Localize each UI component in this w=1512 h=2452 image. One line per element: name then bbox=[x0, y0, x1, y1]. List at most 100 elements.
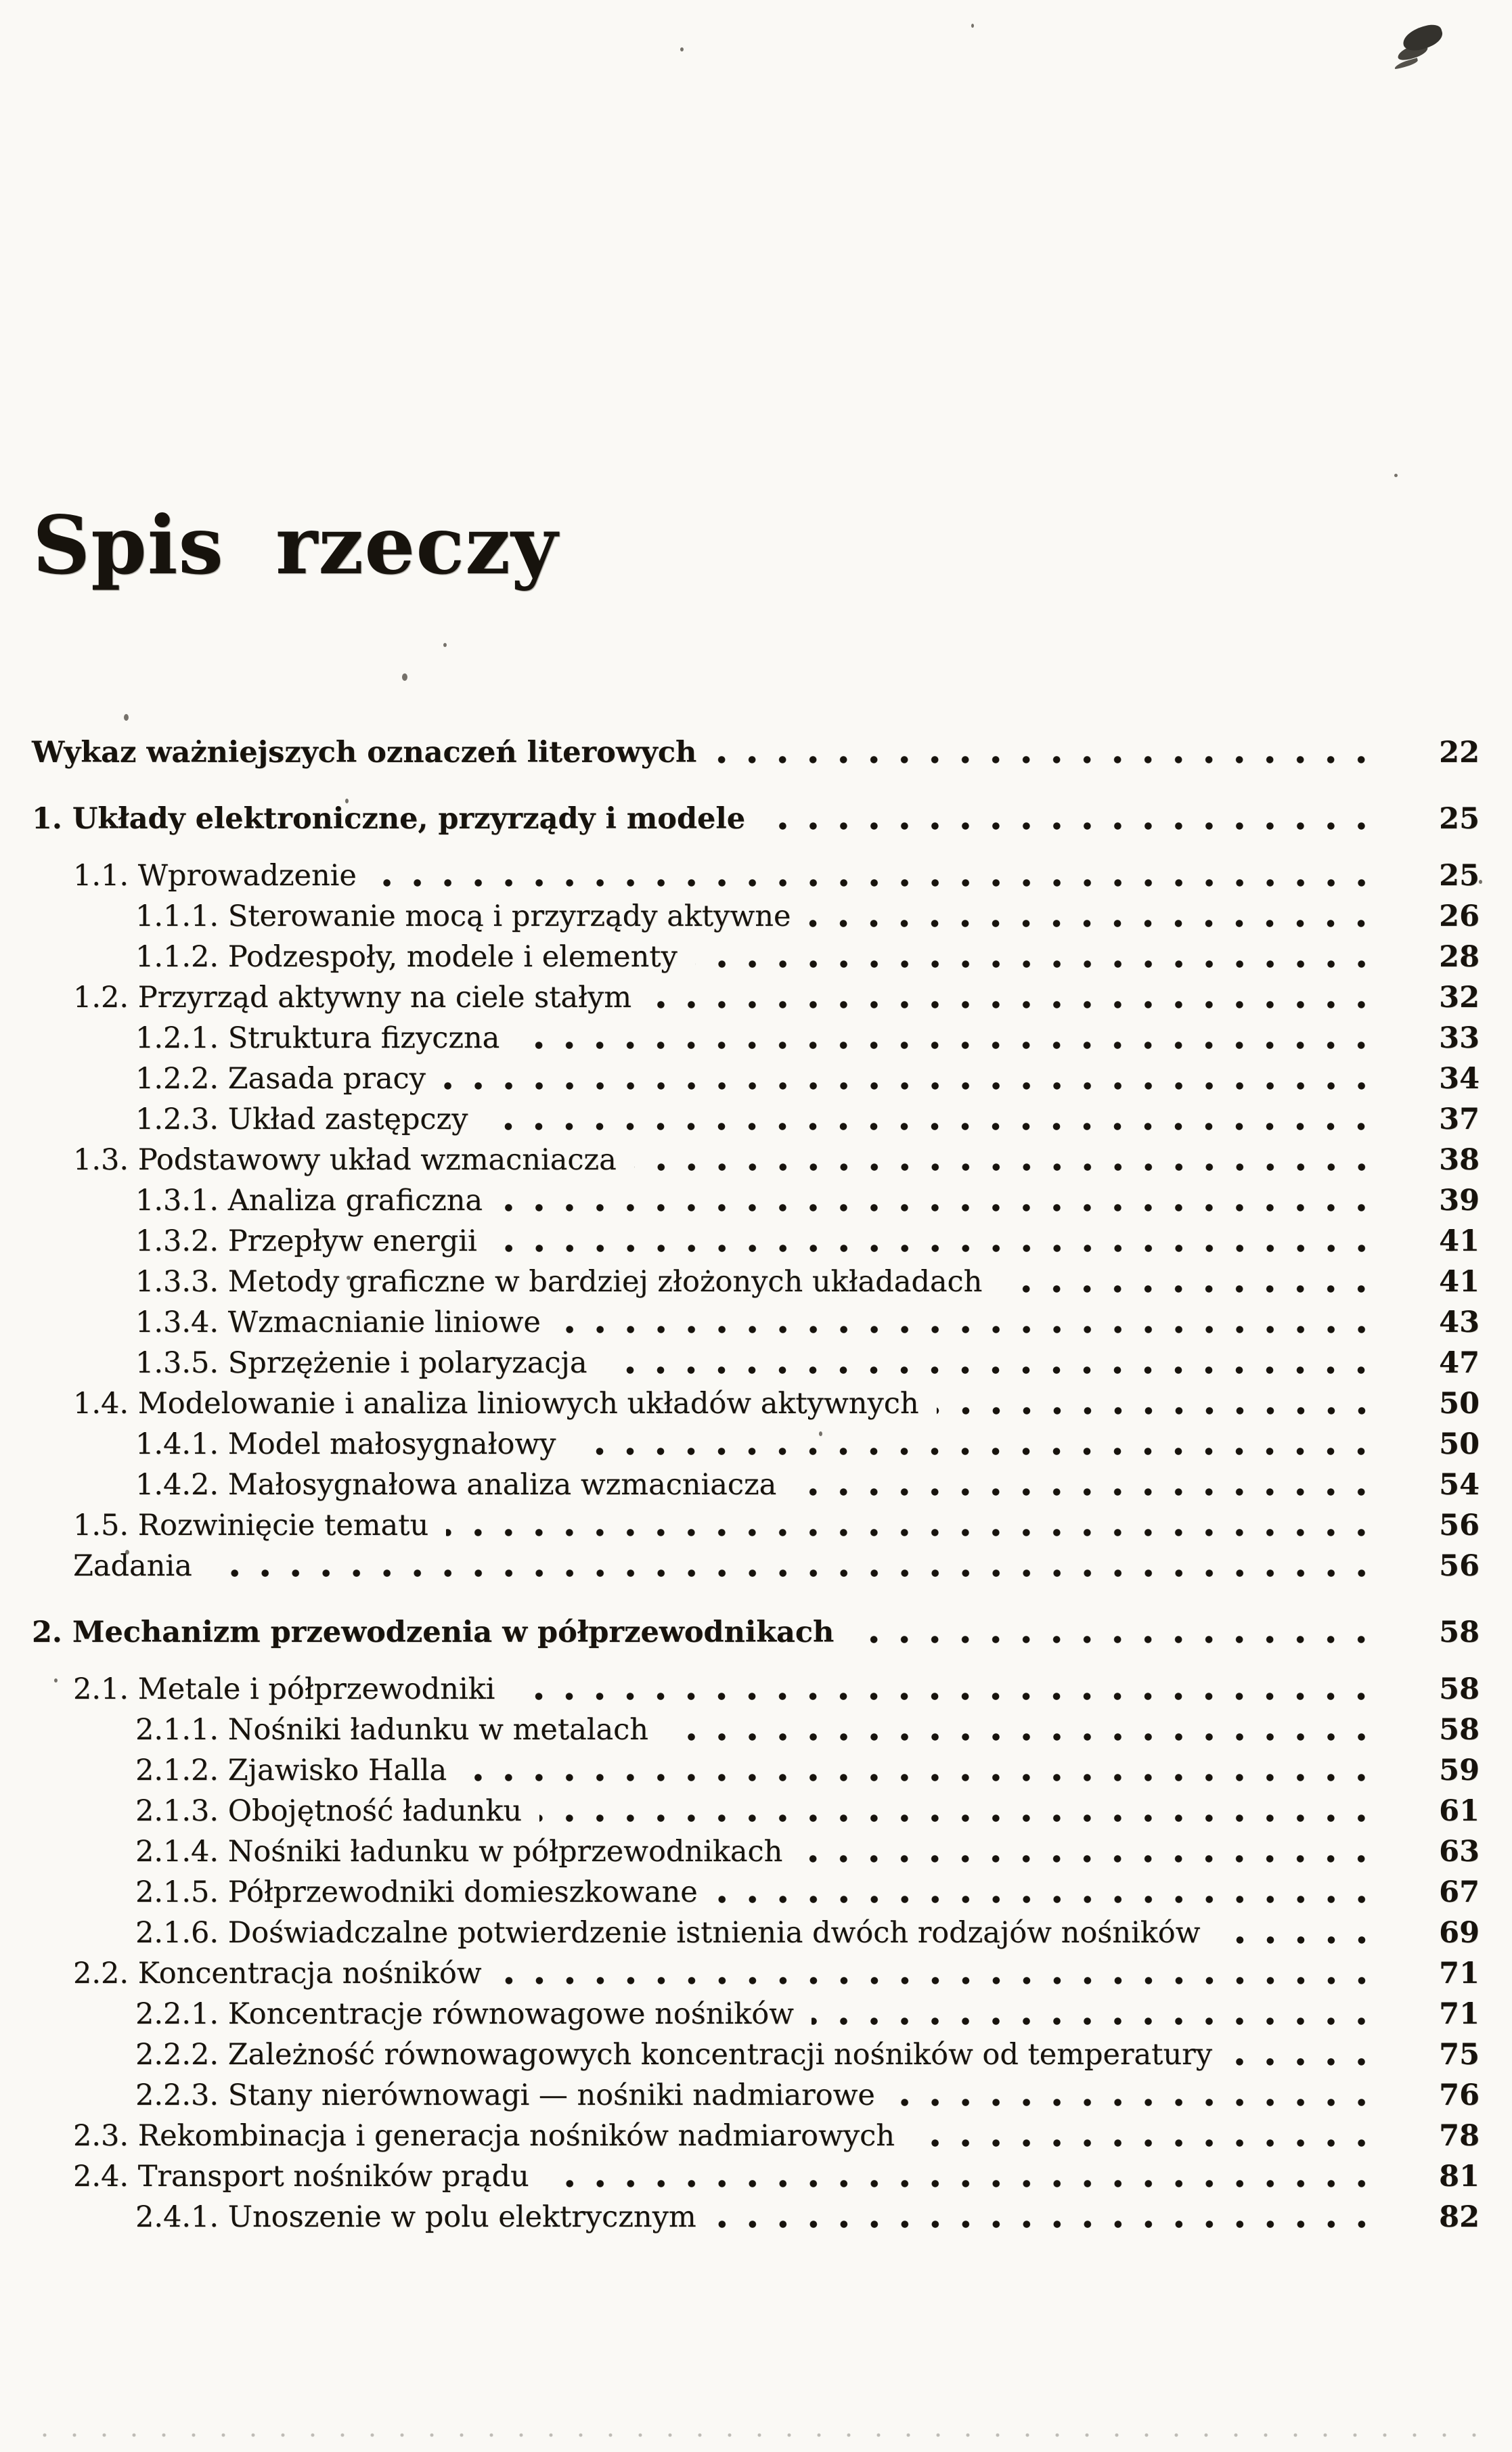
toc-entry-label: 2.4.1. Unoszenie w polu elektrycznym bbox=[135, 2200, 696, 2234]
toc-entry-label: 1.1.2. Podzespoły, modele i elementy bbox=[135, 940, 677, 974]
toc-entry: Wykaz ważniejszych oznaczeń literowych 2… bbox=[0, 732, 1480, 773]
toc-entry-label: 1.3.4. Wzmacnianie liniowe bbox=[135, 1306, 541, 1339]
dot-leader bbox=[763, 822, 1377, 830]
toc-entry-label: 2.4. Transport nośników prądu bbox=[73, 2160, 529, 2193]
toc-entry-page: 75 bbox=[1439, 2038, 1480, 2072]
toc-entry-label: 1.3.3. Metody graficzne w bardziej złożo… bbox=[135, 1265, 983, 1299]
toc-entry: Zadania 56 bbox=[0, 1546, 1480, 1586]
scan-speck bbox=[443, 643, 447, 647]
toc-entry-page: 32 bbox=[1439, 981, 1480, 1015]
dot-leader bbox=[808, 920, 1377, 927]
toc-entry-page: 25 bbox=[1439, 802, 1480, 836]
toc-entry-page: 76 bbox=[1439, 2078, 1480, 2112]
toc-entry: 1.3.4. Wzmacnianie liniowe 43 bbox=[0, 1302, 1480, 1343]
dot-leader bbox=[694, 960, 1377, 968]
toc-entry: 2.1.1. Nośniki ładunku w metalach 58 bbox=[0, 1710, 1480, 1750]
toc-entry: 2. Mechanizm przewodzenia w półprzewodni… bbox=[0, 1612, 1480, 1653]
dot-leader bbox=[892, 2099, 1377, 2106]
toc-entry-label: 2.1.1. Nośniki ładunku w metalach bbox=[135, 1713, 648, 1747]
toc-entry: 1.4.2. Małosygnałowa analiza wzmacniacza… bbox=[0, 1465, 1480, 1505]
toc-entry-page: 33 bbox=[1439, 1021, 1480, 1055]
scan-speck bbox=[345, 799, 349, 803]
dot-leader bbox=[811, 2018, 1377, 2025]
toc-entry-label: 2.1. Metale i półprzewodniki bbox=[73, 1672, 495, 1706]
toc-entry-page: 61 bbox=[1439, 1794, 1480, 1828]
toc-entry-label: 1.4.1. Model małosygnałowy bbox=[135, 1427, 556, 1461]
dot-leader bbox=[633, 1163, 1377, 1171]
dot-leader bbox=[713, 2221, 1377, 2228]
toc-entry-label: 2.2. Koncentracja nośników bbox=[73, 1957, 482, 1990]
dot-leader bbox=[512, 1693, 1377, 1700]
toc-entry: 1. Układy elektroniczne, przyrządy i mod… bbox=[0, 799, 1480, 839]
toc-entry-label: 2.1.4. Nośniki ładunku w półprzewodnikac… bbox=[135, 1835, 783, 1869]
toc-entry-page: 69 bbox=[1439, 1916, 1480, 1950]
scan-speck bbox=[971, 24, 974, 28]
dot-leader bbox=[715, 1896, 1377, 1903]
toc-entry-page: 63 bbox=[1439, 1835, 1480, 1869]
dot-leader bbox=[665, 1733, 1377, 1741]
dot-leader bbox=[1230, 2058, 1377, 2066]
toc-entry-page: 37 bbox=[1439, 1102, 1480, 1136]
toc-entry-page: 26 bbox=[1439, 899, 1480, 933]
toc-entry-label: 2.3. Rekombinacja i generacja nośników n… bbox=[73, 2119, 895, 2153]
scan-speck bbox=[402, 673, 407, 681]
scan-speck bbox=[1394, 474, 1398, 477]
dot-leader bbox=[464, 1774, 1377, 1781]
toc-entry-label: 2.2.3. Stany nierównowagi — nośniki nadm… bbox=[135, 2078, 875, 2112]
toc-entry-page: 58 bbox=[1439, 1672, 1480, 1706]
toc-entry: 1.1.2. Podzespoły, modele i elementy 28 bbox=[0, 937, 1480, 977]
scan-speck bbox=[54, 1678, 58, 1682]
toc-entry-label: 2.1.2. Zjawisko Halla bbox=[135, 1754, 447, 1787]
toc-entry: 2.2.1. Koncentracje równowagowe nośników… bbox=[0, 1994, 1480, 2034]
toc-entry: 1.3.5. Sprzężenie i polaryzacja 47 bbox=[0, 1343, 1480, 1383]
toc-entry: 2.1.6. Doświadczalne potwierdzenie istni… bbox=[0, 1913, 1480, 1953]
scan-artifact-dots bbox=[30, 2432, 1482, 2438]
toc-entry: 1.5. Rozwinięcie tematu 56 bbox=[0, 1505, 1480, 1546]
toc-entry: 2.3. Rekombinacja i generacja nośników n… bbox=[0, 2116, 1480, 2156]
toc-entry-page: 82 bbox=[1439, 2200, 1480, 2234]
toc-entry-page: 56 bbox=[1439, 1549, 1480, 1583]
toc-entry-page: 43 bbox=[1439, 1306, 1480, 1339]
toc-entry-label: 1.5. Rozwinięcie tematu bbox=[73, 1509, 429, 1542]
dot-leader bbox=[209, 1569, 1377, 1577]
dot-leader bbox=[500, 1204, 1377, 1211]
scan-speck bbox=[1479, 880, 1482, 884]
dot-leader bbox=[546, 2180, 1377, 2187]
toc-entry: 1.3.3. Metody graficzne w bardziej złożo… bbox=[0, 1262, 1480, 1302]
toc-entry-label: 1.3.5. Sprzężenie i polaryzacja bbox=[135, 1346, 587, 1380]
toc-entry: 2.1.2. Zjawisko Halla 59 bbox=[0, 1750, 1480, 1791]
toc-entry-label: 1.4. Modelowanie i analiza liniowych ukł… bbox=[73, 1387, 919, 1421]
dot-leader bbox=[1000, 1285, 1377, 1293]
dot-leader bbox=[800, 1855, 1377, 1863]
toc-entry: 1.3. Podstawowy układ wzmacniacza 38 bbox=[0, 1140, 1480, 1180]
scan-speck bbox=[819, 1431, 822, 1436]
toc-entry-page: 25 bbox=[1439, 859, 1480, 893]
toc-entry-label: 1.1. Wprowadzenie bbox=[73, 859, 357, 893]
scan-speck bbox=[124, 714, 129, 721]
toc-entry-label: 1.2. Przyrząd aktywny na ciele stałym bbox=[73, 981, 632, 1015]
page-title: Spis rzeczy bbox=[32, 498, 558, 593]
toc-entry-label: 1.4.2. Małosygnałowa analiza wzmacniacza bbox=[135, 1468, 777, 1502]
toc-entry-label: 2. Mechanizm przewodzenia w półprzewodni… bbox=[32, 1615, 835, 1649]
dot-leader bbox=[912, 2139, 1377, 2147]
dot-leader bbox=[485, 1123, 1377, 1130]
toc-entry-label: Wykaz ważniejszych oznaczeń literowych bbox=[32, 736, 697, 770]
dot-leader bbox=[573, 1448, 1377, 1455]
scan-speck bbox=[680, 47, 684, 51]
toc-entry: 2.1.3. Obojętność ładunku 61 bbox=[0, 1791, 1480, 1831]
toc-entry-label: 1. Układy elektroniczne, przyrządy i mod… bbox=[32, 802, 746, 836]
toc-entry: 2.2.3. Stany nierównowagi — nośniki nadm… bbox=[0, 2075, 1480, 2116]
toc-entry: 2.1. Metale i półprzewodniki 58 bbox=[0, 1669, 1480, 1710]
toc-entry: 1.3.2. Przepływ energii 41 bbox=[0, 1221, 1480, 1262]
toc-entry-page: 58 bbox=[1439, 1713, 1480, 1747]
toc-entry: 1.2.3. Układ zastępczy 37 bbox=[0, 1099, 1480, 1140]
toc-entry: 2.1.4. Nośniki ładunku w półprzewodnikac… bbox=[0, 1831, 1480, 1872]
dot-leader bbox=[851, 1636, 1377, 1643]
toc-entry: 2.4.1. Unoszenie w polu elektrycznym 82 bbox=[0, 2197, 1480, 2237]
toc-entry: 1.4. Modelowanie i analiza liniowych ukł… bbox=[0, 1383, 1480, 1424]
dot-leader bbox=[604, 1366, 1377, 1374]
toc-entry-label: 1.2.2. Zasada pracy bbox=[135, 1062, 426, 1096]
toc-entry-page: 81 bbox=[1439, 2160, 1480, 2193]
toc-entry-label: 1.2.3. Układ zastępczy bbox=[135, 1102, 468, 1136]
